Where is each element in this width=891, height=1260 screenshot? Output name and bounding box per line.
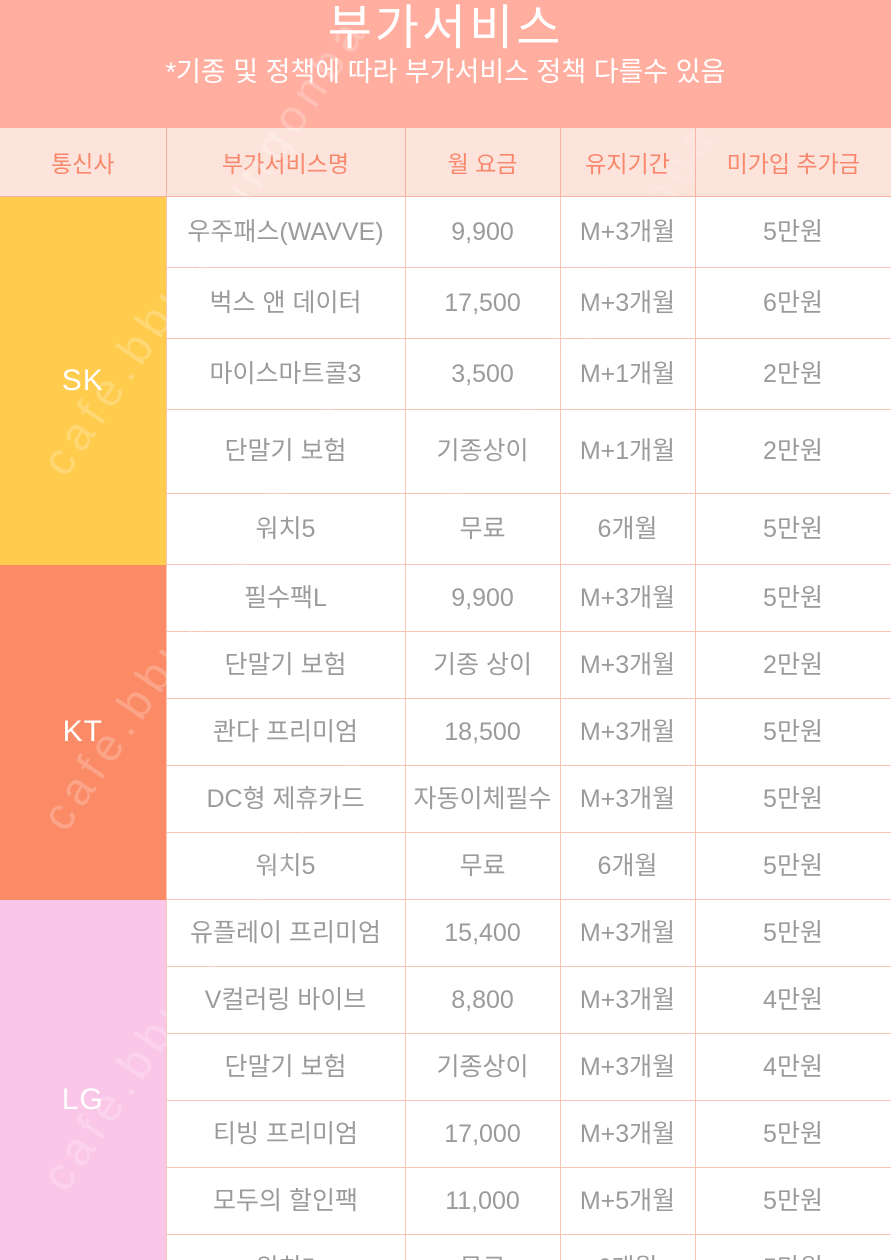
service-name-cell: 필수팩L [165,564,406,632]
table-row: 모두의 할인팩 11,000 M+5개월 5만원 [0,1167,891,1235]
service-name-cell: 워치5 [165,1234,406,1260]
extra-charge-cell: 5만원 [694,765,891,833]
table-row: KT 필수팩L 9,900 M+3개월 5만원 [0,564,891,900]
monthly-fee-cell: 18,500 [404,698,561,766]
extra-charge-cell: 2만원 [694,631,891,699]
page-title: 부가서비스 [327,2,564,55]
monthly-fee-cell: 무료 [404,832,561,900]
extra-charge-cell: 5만원 [694,899,891,967]
retention-period-cell: 6개월 [559,1234,696,1260]
service-name-cell: 유플레이 프리미엄 [165,899,406,967]
monthly-fee-cell: 기종상이 [404,1033,561,1101]
retention-period-cell: M+1개월 [559,338,696,410]
retention-period-cell: M+3개월 [559,196,696,268]
extra-charge-cell: 4만원 [694,1033,891,1101]
monthly-fee-cell: 자동이체필수 [404,765,561,833]
column-header-carrier: 통신사 [0,128,166,197]
service-name-cell: 우주패스(WAVVE) [165,196,406,268]
table-row: 워치5 무료 6개월 5만원 [0,832,891,900]
extra-charge-cell: 2만원 [694,409,891,494]
retention-period-cell: M+3개월 [559,1033,696,1101]
service-name-cell: 마이스마트콜3 [165,338,406,410]
service-name-cell: 모두의 할인팩 [165,1167,406,1235]
extra-charge-cell: 5만원 [694,493,891,565]
carrier-cell: LG [0,899,166,1260]
column-header-service-name: 부가서비스명 [165,128,405,197]
table-row: 단말기 보험 기종 상이 M+3개월 2만원 [0,631,891,699]
extra-charge-cell: 6만원 [694,267,891,339]
extra-charge-cell: 5만원 [694,564,891,632]
service-name-cell: 워치5 [165,832,406,900]
monthly-fee-cell: 17,000 [404,1100,561,1168]
service-name-cell: 벅스 앤 데이터 [165,267,406,339]
monthly-fee-cell: 9,900 [404,564,561,632]
retention-period-cell: M+3개월 [559,564,696,632]
service-name-cell: 워치5 [165,493,406,565]
retention-period-cell: M+3개월 [559,966,696,1034]
monthly-fee-cell: 무료 [404,1234,561,1260]
monthly-fee-cell: 기종상이 [404,409,561,494]
table-row: SK 우주패스(WAVVE) 9,900 M+3개월 5만원 [0,196,891,565]
table-row: 단말기 보험 기종상이 M+3개월 4만원 [0,1033,891,1101]
table-row: 단말기 보험 기종상이 M+1개월 2만원 [0,409,891,494]
retention-period-cell: M+3개월 [559,899,696,967]
retention-period-cell: M+3개월 [559,698,696,766]
column-header-non-subscribe-extra: 미가입 추가금 [694,128,891,197]
extra-charge-cell: 4만원 [694,966,891,1034]
table-row: DC형 제휴카드 자동이체필수 M+3개월 5만원 [0,765,891,833]
extra-charge-cell: 5만원 [694,832,891,900]
monthly-fee-cell: 17,500 [404,267,561,339]
retention-period-cell: M+3개월 [559,1100,696,1168]
table-row: 티빙 프리미엄 17,000 M+3개월 5만원 [0,1100,891,1168]
carrier-cell: KT [0,564,166,900]
title-note: *기종 및 정책에 따라 부가서비스 정책 다를수 있음 [165,56,726,87]
table-row: 벅스 앤 데이터 17,500 M+3개월 6만원 [0,267,891,339]
extra-charge-cell: 5만원 [694,698,891,766]
monthly-fee-cell: 8,800 [404,966,561,1034]
monthly-fee-cell: 11,000 [404,1167,561,1235]
retention-period-cell: M+1개월 [559,409,696,494]
service-name-cell: 콴다 프리미엄 [165,698,406,766]
title-banner: 부가서비스 *기종 및 정책에 따라 부가서비스 정책 다를수 있음 [0,0,891,128]
retention-period-cell: M+3개월 [559,267,696,339]
column-header-monthly-fee: 월 요금 [404,128,560,197]
monthly-fee-cell: 15,400 [404,899,561,967]
extra-charge-cell: 2만원 [694,338,891,410]
monthly-fee-cell: 3,500 [404,338,561,410]
extra-charge-cell: 5만원 [694,196,891,268]
monthly-fee-cell: 9,900 [404,196,561,268]
service-name-cell: 단말기 보험 [165,409,406,494]
services-table: 통신사 부가서비스명 월 요금 유지기간 미가입 추가금 SK 우주패스(WAV… [0,128,891,1260]
service-name-cell: 단말기 보험 [165,1033,406,1101]
service-name-cell: V컬러링 바이브 [165,966,406,1034]
retention-period-cell: M+3개월 [559,765,696,833]
retention-period-cell: M+5개월 [559,1167,696,1235]
carrier-cell: SK [0,196,166,565]
extra-charge-cell: 5만원 [694,1100,891,1168]
service-name-cell: 단말기 보험 [165,631,406,699]
extra-charge-cell: 5만원 [694,1234,891,1260]
monthly-fee-cell: 무료 [404,493,561,565]
extra-charge-cell: 5만원 [694,1167,891,1235]
retention-period-cell: M+3개월 [559,631,696,699]
table-row: 콴다 프리미엄 18,500 M+3개월 5만원 [0,698,891,766]
table-row: LG 유플레이 프리미엄 15,400 M+3개월 5만원 [0,899,891,1260]
table-header-row: 통신사 부가서비스명 월 요금 유지기간 미가입 추가금 [0,128,891,197]
table-row: 워치5 무료 6개월 5만원 [0,1234,891,1260]
retention-period-cell: 6개월 [559,493,696,565]
service-name-cell: 티빙 프리미엄 [165,1100,406,1168]
table-row: 마이스마트콜3 3,500 M+1개월 2만원 [0,338,891,410]
service-name-cell: DC형 제휴카드 [165,765,406,833]
monthly-fee-cell: 기종 상이 [404,631,561,699]
column-header-retention-period: 유지기간 [559,128,695,197]
retention-period-cell: 6개월 [559,832,696,900]
